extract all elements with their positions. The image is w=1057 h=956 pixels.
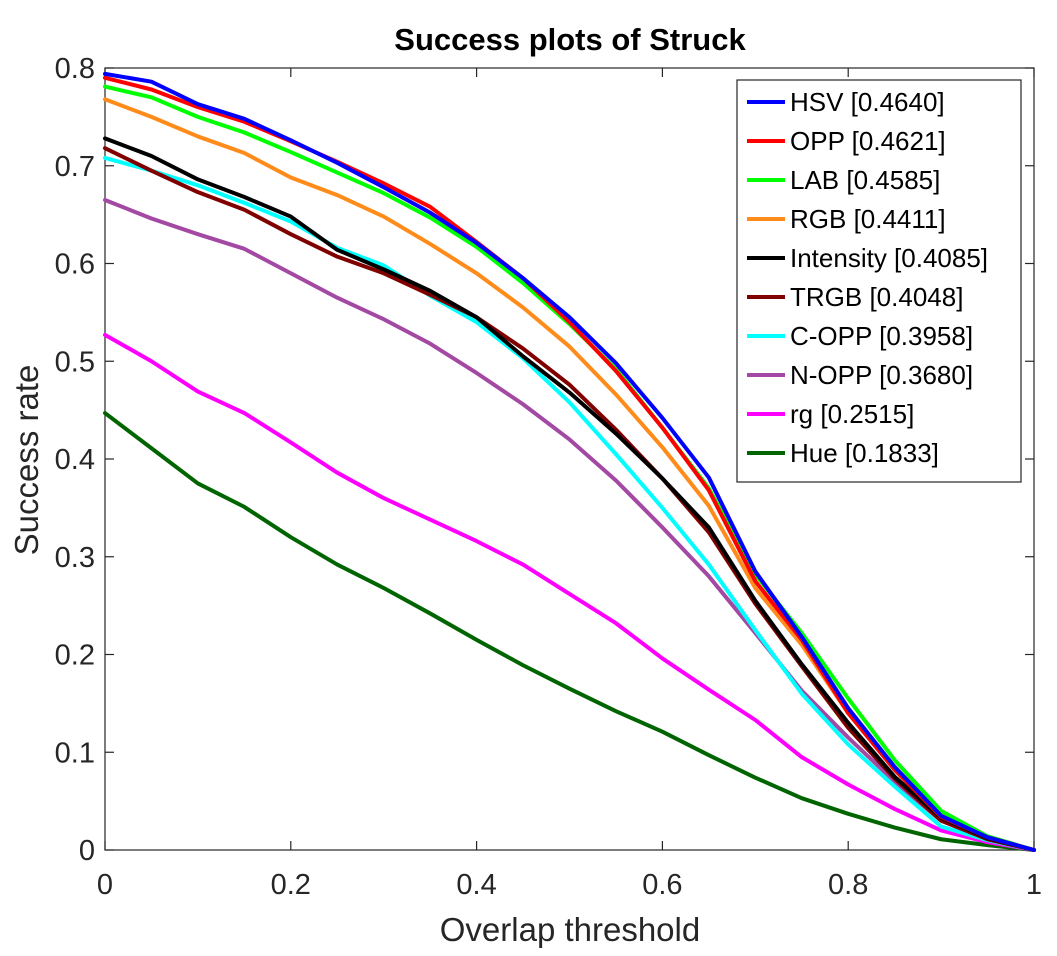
- legend-label-1: HSV [0.4640]: [790, 87, 945, 117]
- x-tick-label: 1: [1026, 869, 1042, 901]
- x-tick-label: 0.6: [642, 869, 682, 901]
- y-tick-label: 0.5: [55, 346, 95, 378]
- chart-title: Success plots of Struck: [394, 22, 746, 57]
- plot-area: 0 0.2 0.4 0.6 0.8 1 0 0.1 0.2 0.3 0.4 0.5 0.6 0.7 0.8: [55, 53, 1042, 901]
- x-tick-label: 0: [97, 869, 113, 901]
- series-line-1: [103, 71, 1036, 852]
- legend-label-6: TRGB [0.4048]: [790, 282, 963, 312]
- x-tick-label: 0.2: [271, 869, 311, 901]
- y-tick-label: 0.7: [55, 151, 95, 183]
- y-tick-label: 0.1: [55, 737, 95, 769]
- series-line-8: [103, 197, 1036, 852]
- y-tick-label: 0.3: [55, 542, 95, 574]
- y-tick-label: 0.6: [55, 249, 95, 281]
- series-line-5: [103, 136, 1036, 852]
- x-axis-label: Overlap threshold: [440, 911, 700, 948]
- legend-label-7: C-OPP [0.3958]: [790, 321, 973, 351]
- y-tick-label: 0.4: [55, 444, 95, 476]
- legend-label-8: N-OPP [0.3680]: [790, 360, 973, 390]
- legend-label-5: Intensity [0.4085]: [790, 243, 988, 273]
- legend-label-3: LAB [0.4585]: [790, 165, 940, 195]
- x-tick-label: 0.8: [828, 869, 868, 901]
- legend: HSV [0.4640] OPP [0.4621] LAB [0.4585] RGB …: [736, 79, 1022, 483]
- y-axis-label: Success rate: [8, 365, 45, 556]
- series-line-9: [103, 332, 1036, 852]
- legend-label-4: RGB [0.4411]: [790, 204, 946, 234]
- y-tick-label: 0: [79, 835, 95, 867]
- series-line-10: [103, 411, 1036, 852]
- y-tick-label: 0.2: [55, 640, 95, 672]
- series-line-2: [103, 75, 1036, 852]
- legend-label-9: rg [0.2515]: [790, 399, 914, 429]
- legend-label-2: OPP [0.4621]: [790, 126, 946, 156]
- legend-label-10: Hue [0.1833]: [790, 438, 939, 468]
- y-tick-label: 0.8: [55, 53, 95, 85]
- series-line-7: [103, 155, 1036, 852]
- x-tick-label: 0.4: [456, 869, 496, 901]
